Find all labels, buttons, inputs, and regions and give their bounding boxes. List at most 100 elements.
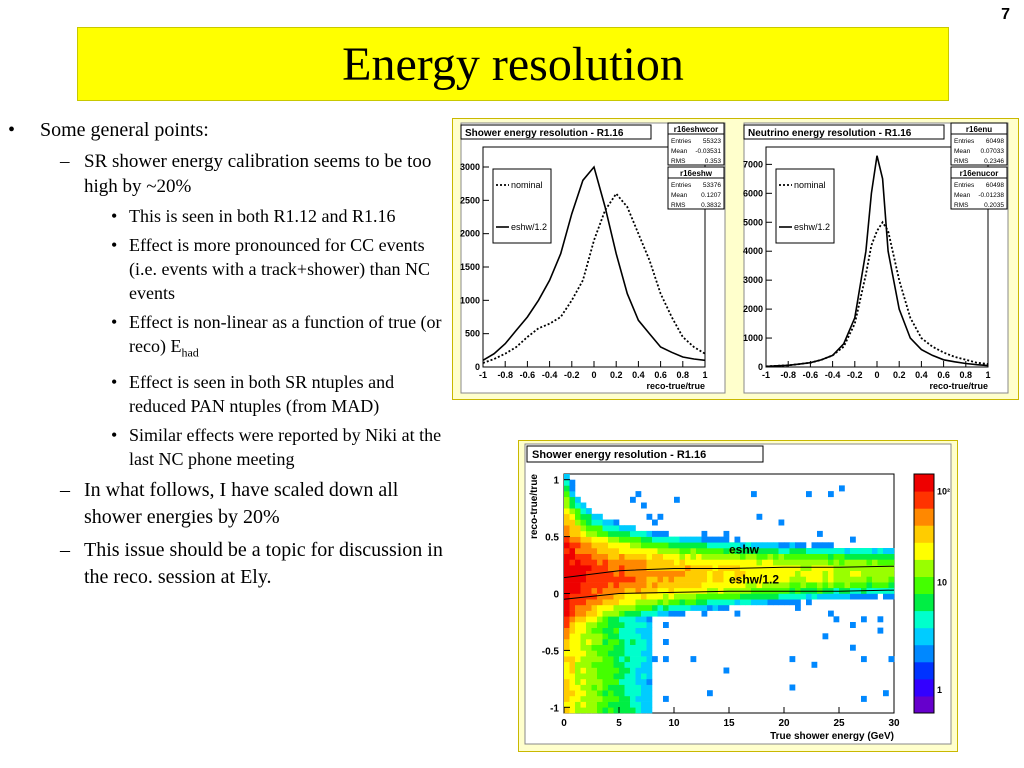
heatmap-cell [795,576,801,583]
heatmap-cell [569,690,576,697]
slide-number: 7 [1001,6,1010,23]
heatmap-cell [877,548,884,554]
heatmap-cell [597,678,603,685]
heatmap-cell [668,565,675,571]
heatmap-cell [756,570,763,577]
heatmap-cell [646,587,653,594]
heatmap-cell [597,644,603,651]
heatmap-cell [850,570,856,577]
heatmap-cell [696,599,702,606]
heatmap-cell [685,553,691,560]
x-tick-label: 0.8 [677,370,690,380]
shower-vs-true-energy-heatmap: Shower energy resolution - R1.16 eshw eshw… [524,443,952,745]
colorbar-tick-label: 10² [937,487,950,497]
heatmap-cell [575,707,581,714]
heatmap-cell [591,650,598,657]
heatmap-cell [646,707,653,714]
heatmap-cell [575,695,581,702]
heatmap-cell [630,525,636,532]
heatmap-cell [613,553,620,560]
heatmap-cell [828,559,834,566]
heatmap-cell [888,548,895,554]
heatmap-cell [888,576,895,583]
heatmap-cell [602,695,609,702]
heatmap-cell [564,485,570,492]
heatmap-cell [575,542,581,549]
heatmap-cell [751,599,757,606]
heatmap-cell [580,525,587,532]
heatmap-cell [613,548,620,554]
heatmap-cell [712,570,719,577]
heatmap-cell [569,627,576,634]
heatmap-cell [723,536,730,543]
heatmap-cell [641,633,647,640]
heatmap-cell [866,559,873,566]
heatmap-cell [608,525,614,532]
heatmap-cell [855,582,862,589]
heatmap-cell [569,639,576,645]
heatmap-cell [624,553,631,560]
heatmap-cell [762,599,768,606]
heatmap-cell [668,576,675,583]
heatmap-cell [756,542,763,549]
heatmap-cell [657,559,664,566]
heatmap-cell [723,582,730,589]
heatmap-cell [701,559,708,566]
heatmap-cell [817,542,823,549]
heatmap-cell [619,695,625,702]
heatmap-cell [652,587,658,594]
heatmap-cell [641,644,647,651]
heatmap-cell [701,582,708,589]
heatmap-cell [602,548,609,554]
heatmap-cell [586,661,592,668]
heatmap-cell [844,570,851,577]
heatmap-cell [696,548,702,554]
heatmap-cell [597,593,603,600]
heatmap-cell [619,656,625,663]
heatmap-cell [646,616,653,623]
heatmap-cell [745,582,752,589]
x-axis-label: reco-true/true [646,381,705,391]
y-tick-label: -0.5 [542,646,560,657]
bullet-item-3: • Effect is non-linear as a function of t… [111,312,442,360]
stats-key: Mean [954,192,971,199]
heatmap-cell [602,525,609,532]
heatmap-cell [850,582,856,589]
heatmap-cell [635,553,642,560]
heatmap-cell [619,553,625,560]
heatmap-cell [586,530,592,537]
heatmap-cell [597,707,603,714]
heatmap-cell [586,701,592,708]
heatmap-cell [663,548,669,554]
heatmap-cell [635,656,642,663]
heatmap-cell [701,604,708,611]
annotation-eshw: eshw [729,543,760,557]
heatmap-cell [855,548,862,554]
heatmap-cell [635,616,642,623]
heatmap-cell [652,559,658,566]
heatmap-cell [701,593,708,600]
heatmap-cell [883,582,889,589]
heatmap-cell [575,701,581,708]
y-tick-label: 1500 [460,262,480,272]
heatmap-cell [630,604,636,611]
heatmap-cell [564,508,570,515]
heatmap-cell [646,627,653,634]
stats-box [950,122,1008,166]
heatmap-cell [723,667,730,674]
heatmap-cell [756,593,763,600]
heatmap-cell [657,587,664,594]
heatmap-cell [586,616,592,623]
y-tick-label: 4000 [743,246,763,256]
heatmap-cell [767,570,774,577]
heatmap-cell [751,542,757,549]
heatmap-cell [569,491,576,498]
heatmap-cell [696,542,702,549]
heatmap-cell [635,542,642,549]
heatmap-cell [828,553,834,560]
heatmap-cell [762,576,768,583]
heatmap-cell [575,678,581,685]
heatmap-cell [872,553,878,560]
heatmap-cell [635,678,642,685]
heatmap-cell [591,695,598,702]
